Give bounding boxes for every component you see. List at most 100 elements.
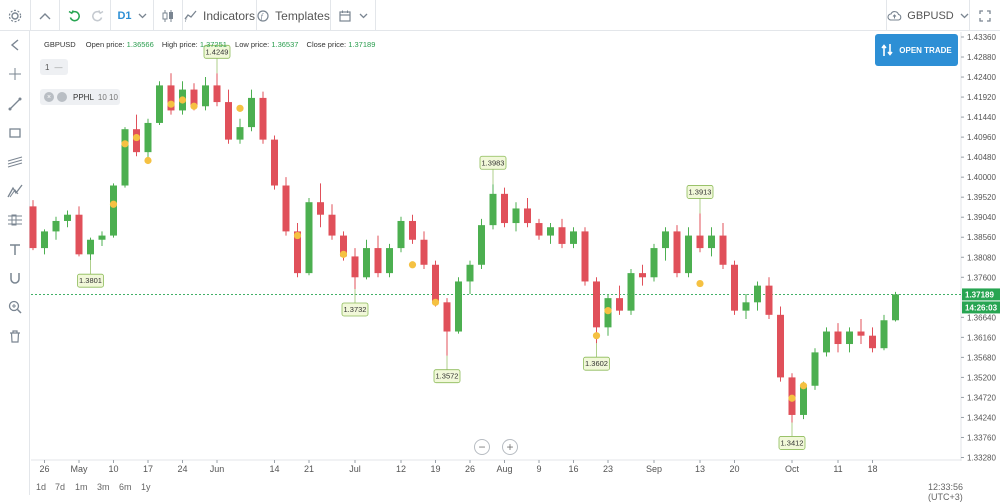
x-tick-label: 13 bbox=[695, 464, 705, 474]
candle-body bbox=[75, 214, 83, 255]
price-label: 1.3913 bbox=[686, 185, 714, 214]
price-label-box bbox=[203, 44, 231, 59]
collapse-arrow-left-icon[interactable] bbox=[0, 31, 30, 59]
candle-body bbox=[639, 273, 646, 278]
price-label-text: 1.4249 bbox=[206, 47, 229, 56]
close-price-label: Close price: bbox=[306, 40, 347, 49]
redo-icon[interactable] bbox=[86, 0, 108, 31]
price-label-text: 1.3412 bbox=[781, 438, 804, 447]
signal-marker-dot bbox=[144, 156, 152, 165]
signal-marker-dot bbox=[431, 298, 440, 306]
candle-body bbox=[190, 89, 198, 107]
x-tick-label: Jul bbox=[349, 464, 361, 474]
candle-body bbox=[719, 235, 727, 265]
crosshair-icon[interactable] bbox=[0, 60, 30, 88]
candle-body bbox=[98, 235, 106, 240]
candle-body bbox=[248, 97, 255, 128]
candle-body bbox=[409, 220, 416, 240]
open-trade-button[interactable]: OPEN TRADE bbox=[875, 34, 958, 66]
range-3m-button[interactable]: 3m bbox=[97, 482, 110, 492]
candle-body bbox=[317, 202, 324, 215]
y-tick-label: 1.38560 bbox=[967, 233, 996, 242]
range-6m-button[interactable]: 6m bbox=[119, 482, 132, 492]
indicators-button[interactable]: f Indicators bbox=[183, 0, 256, 31]
candle-body bbox=[236, 127, 244, 140]
x-tick-label: 21 bbox=[304, 464, 314, 474]
range-1d-button[interactable]: 1d bbox=[36, 482, 47, 492]
candle bbox=[823, 327, 830, 357]
trash-icon[interactable] bbox=[0, 322, 30, 350]
zoom-out-button[interactable]: − bbox=[474, 439, 490, 455]
clock-display: 12:33:56 (UTC+3) bbox=[928, 482, 964, 502]
fullscreen-icon[interactable] bbox=[970, 0, 1000, 31]
countdown-badge bbox=[962, 301, 1000, 314]
candle bbox=[213, 73, 221, 107]
candle bbox=[443, 298, 451, 356]
candle bbox=[409, 214, 416, 244]
candle-body bbox=[581, 231, 589, 282]
candle bbox=[478, 218, 485, 269]
range-1y-button[interactable]: 1y bbox=[141, 482, 151, 492]
candle-body bbox=[857, 331, 865, 336]
panel-value: 1 bbox=[45, 62, 50, 72]
indicator-settings-icon[interactable] bbox=[57, 92, 67, 102]
pitchfork-icon[interactable] bbox=[0, 177, 30, 205]
fibonacci-icon[interactable] bbox=[0, 206, 30, 234]
countdown-value: 14:26:03 bbox=[965, 303, 998, 312]
panel-value-chip[interactable]: 1 — bbox=[40, 59, 68, 75]
y-tick-label: 1.42400 bbox=[967, 73, 996, 82]
x-tick-label: May bbox=[70, 464, 88, 474]
candle-body bbox=[386, 248, 393, 274]
x-tick-label: 10 bbox=[108, 464, 118, 474]
zoom-in-button[interactable]: + bbox=[502, 439, 518, 455]
settings-gear-icon[interactable] bbox=[0, 0, 30, 31]
price-label-text: 1.3983 bbox=[482, 158, 505, 167]
symbol-label: GBPUSD bbox=[907, 9, 954, 22]
candle bbox=[834, 323, 842, 353]
calendar-selector[interactable] bbox=[331, 0, 375, 31]
candle bbox=[202, 77, 209, 111]
signal-marker-dot bbox=[799, 382, 808, 390]
candle-body bbox=[225, 102, 232, 140]
x-tick-label: Jun bbox=[210, 464, 225, 474]
low-price-label: Low price: bbox=[235, 40, 270, 49]
candle bbox=[696, 213, 704, 253]
chart-type-candles-icon[interactable] bbox=[154, 0, 182, 31]
channel-icon[interactable] bbox=[0, 148, 30, 176]
candle bbox=[616, 285, 623, 315]
signal-marker-dot bbox=[592, 332, 601, 340]
x-tick-label: 20 bbox=[729, 464, 739, 474]
candle bbox=[144, 118, 152, 161]
symbol-selector[interactable]: GBPUSD bbox=[887, 0, 969, 31]
candle-body bbox=[110, 185, 117, 236]
indicator-params: 10 10 bbox=[97, 92, 118, 102]
trend-line-icon[interactable] bbox=[0, 90, 30, 118]
candle bbox=[731, 260, 738, 315]
templates-button[interactable]: f Templates bbox=[257, 0, 330, 31]
candle-body bbox=[328, 214, 336, 236]
candle-body bbox=[765, 285, 773, 315]
magnet-icon[interactable] bbox=[0, 264, 30, 292]
candle-body bbox=[754, 285, 761, 303]
timeframe-label: D1 bbox=[117, 9, 132, 22]
rectangle-icon[interactable] bbox=[0, 119, 30, 147]
candle bbox=[420, 231, 428, 269]
text-tool-icon[interactable] bbox=[0, 235, 30, 263]
candle bbox=[317, 183, 324, 228]
candle bbox=[857, 319, 865, 345]
collapse-chevron-up-icon[interactable] bbox=[31, 0, 59, 31]
candle-body bbox=[455, 281, 462, 332]
timeframe-selector[interactable]: D1 bbox=[111, 0, 153, 31]
range-7d-button[interactable]: 7d bbox=[55, 482, 66, 492]
chevron-down-icon bbox=[138, 13, 146, 18]
candle-body bbox=[167, 85, 175, 111]
undo-icon[interactable] bbox=[63, 0, 85, 31]
candle-body bbox=[144, 122, 152, 153]
remove-indicator-icon[interactable]: × bbox=[44, 92, 54, 102]
zoom-in-icon[interactable] bbox=[0, 293, 30, 321]
candle bbox=[87, 237, 94, 261]
x-tick-label: 9 bbox=[536, 464, 541, 474]
range-1m-button[interactable]: 1m bbox=[75, 482, 88, 492]
close-price-value: 1.37189 bbox=[348, 40, 376, 49]
